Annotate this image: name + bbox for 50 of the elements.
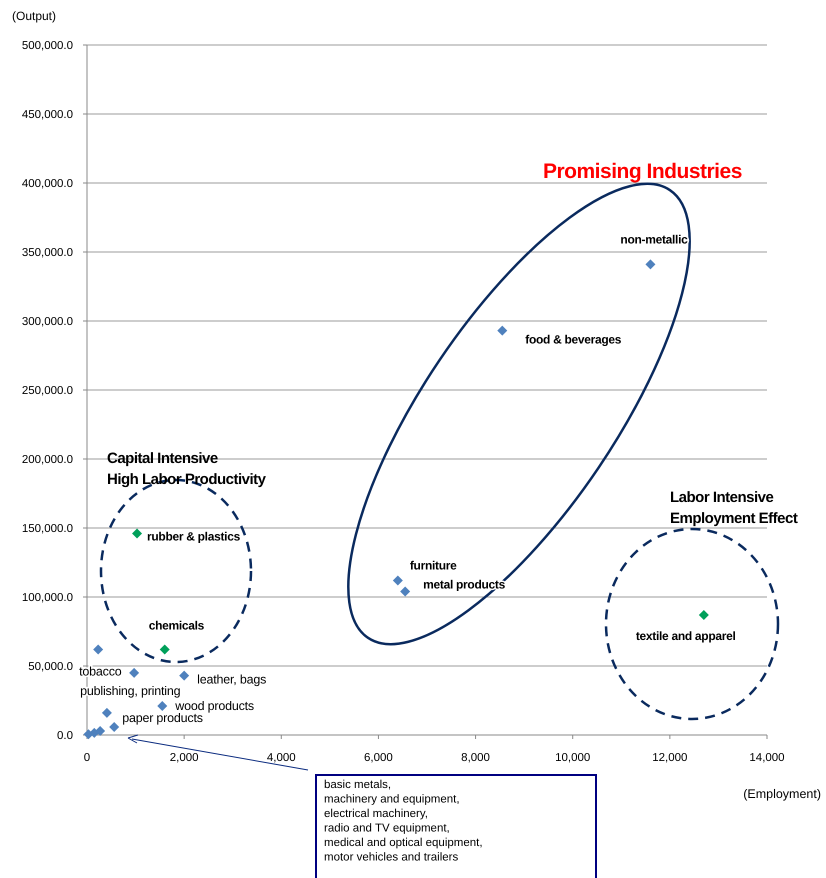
point (645, 259, 656, 270)
annotation: paper products (122, 710, 203, 725)
point (89, 728, 100, 738)
x-tick-label: 4,000 (266, 752, 296, 764)
point (392, 575, 403, 586)
annotation: publishing, printing (80, 684, 181, 698)
annotation: leather, bags (197, 672, 266, 687)
x-tick-label: 2,000 (170, 752, 199, 764)
y-tick-label: 100,000.0 (22, 592, 73, 604)
point (179, 670, 190, 681)
text: basic metals, machinery and equipment, electrical machinery, radio and TV equipment, medical and optical equipment, motor vehicles and trailers (324, 779, 483, 864)
y-tick-label: 500,000.0 (22, 40, 73, 52)
annotation: Labor Intensive Employment Effect (670, 489, 798, 527)
annotation: food & beverages (525, 332, 622, 347)
point (109, 722, 120, 732)
y-axis-title: (Output) (12, 9, 56, 23)
x-tick-label: 10,000 (555, 752, 590, 764)
y-tick-label: 150,000.0 (22, 523, 73, 535)
annotation: rubber & plastics (147, 530, 241, 544)
y-tick-label: 0.0 (57, 730, 73, 742)
x-tick-label: 12,000 (652, 752, 688, 764)
y-tick-label: 200,000.0 (22, 454, 73, 466)
y-tick-label: 350,000.0 (22, 247, 73, 259)
point (93, 644, 104, 654)
annotation: Promising Industries (543, 160, 742, 183)
annotation: tobacco (79, 664, 122, 678)
point (157, 701, 168, 712)
point (698, 610, 709, 620)
annotation: non-metallic (620, 232, 688, 246)
x-tick-label: 0 (84, 752, 90, 764)
x-tick-label: 14,000 (749, 752, 785, 764)
annotation: textile and apparel (636, 628, 736, 643)
x-axis-title: (Employment) (743, 787, 821, 801)
y-tick-label: 50,000.0 (28, 661, 73, 673)
annotation: furniture (410, 558, 458, 572)
annotation: wood products (174, 699, 254, 714)
y-tick-label: 250,000.0 (22, 385, 73, 397)
point (102, 708, 112, 718)
point (400, 586, 410, 596)
point (497, 326, 508, 336)
annotation: chemicals (148, 618, 205, 632)
x-tick-label: 6,000 (364, 752, 393, 764)
point (132, 528, 142, 539)
point (129, 668, 140, 678)
y-tick-label: 450,000.0 (22, 109, 73, 121)
point (160, 644, 170, 654)
annotation: Capital Intensive High Labor Productivity (107, 450, 267, 488)
y-tick-label: 300,000.0 (22, 316, 73, 328)
x-tick-label: 8,000 (461, 752, 490, 764)
y-tick-label: 400,000.0 (22, 178, 73, 190)
